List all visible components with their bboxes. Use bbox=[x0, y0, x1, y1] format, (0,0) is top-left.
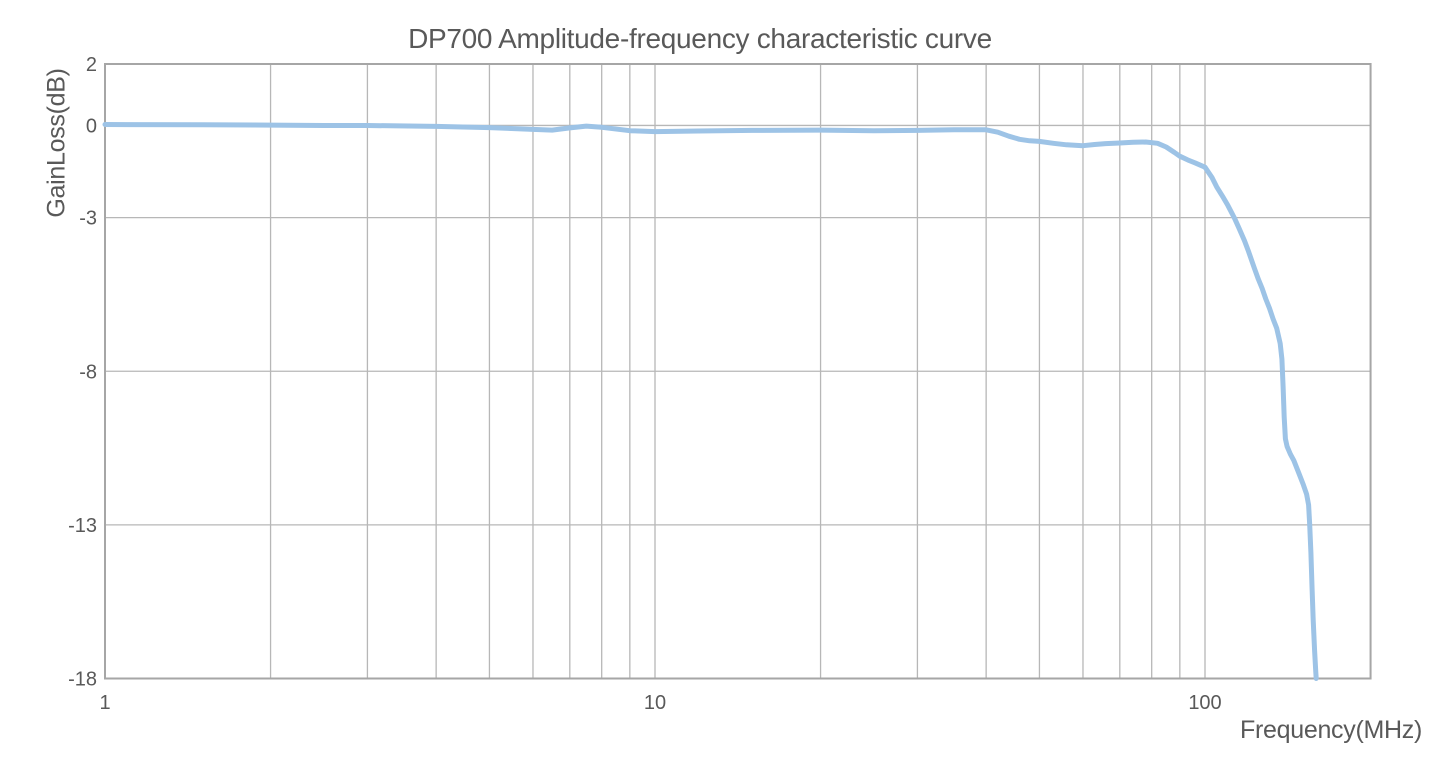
x-axis-title: Frequency(MHz) bbox=[1240, 716, 1422, 744]
y-tick-label: -13 bbox=[68, 515, 97, 537]
curve-gainloss bbox=[102, 122, 1319, 681]
x-tick-label: 10 bbox=[644, 692, 666, 714]
x-tick-label: 100 bbox=[1188, 692, 1221, 714]
y-tick-label: 2 bbox=[86, 54, 97, 76]
y-tick-label: -3 bbox=[79, 208, 97, 230]
y-tick-label: -18 bbox=[68, 669, 97, 691]
chart-title: DP700 Amplitude-frequency characteristic… bbox=[408, 23, 992, 54]
y-tick-label: -8 bbox=[79, 361, 97, 383]
plot-border bbox=[104, 63, 1372, 680]
y-tick-label: 0 bbox=[86, 115, 97, 137]
x-tick-label: 1 bbox=[99, 692, 110, 714]
